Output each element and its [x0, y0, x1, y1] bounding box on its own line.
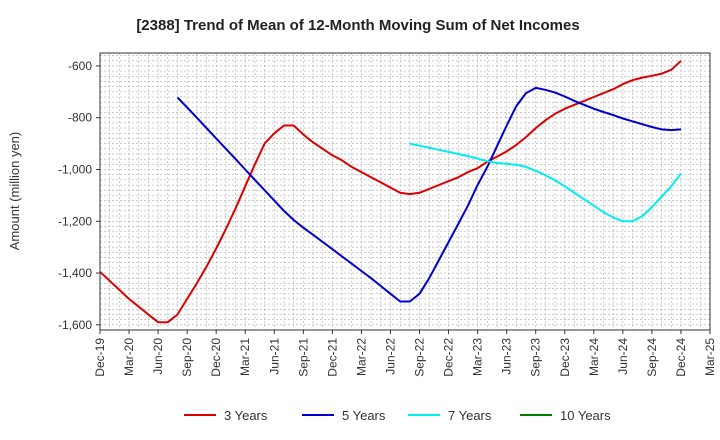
- x-tick-label: Sep-20: [180, 338, 194, 377]
- x-tick-label: Mar-25: [703, 338, 717, 376]
- x-tick-label: Jun-22: [383, 338, 397, 375]
- x-tick-label: Mar-21: [238, 338, 252, 376]
- x-tick-label: Jun-24: [616, 338, 630, 375]
- y-tick-label: -1,000: [58, 162, 92, 176]
- y-tick-label: -600: [68, 59, 92, 73]
- x-tick-label: Sep-23: [529, 338, 543, 377]
- series-group: [99, 60, 682, 324]
- y-tick-label: -1,200: [58, 214, 92, 228]
- x-tick-label: Dec-19: [93, 338, 107, 377]
- x-tick-label: Dec-21: [325, 338, 339, 377]
- plot-frame: [99, 52, 711, 331]
- x-tick-label: Sep-21: [296, 338, 310, 377]
- legend-label-7-years: 7 Years: [448, 408, 492, 423]
- series-line-5-years: [176, 86, 682, 303]
- series-line-7-years: [409, 142, 682, 223]
- x-tick-label: Sep-22: [413, 338, 427, 377]
- legend-label-10-years: 10 Years: [560, 408, 611, 423]
- x-tick-label: Mar-24: [587, 338, 601, 376]
- x-tick-label: Dec-20: [209, 338, 223, 377]
- series-line-3-years: [99, 60, 682, 324]
- x-tick-label: Jun-21: [267, 338, 281, 375]
- y-tick-label: -800: [68, 111, 92, 125]
- x-axis: Dec-19 Mar-20 Jun-20 Sep-20 Dec-20 Mar-21 Jun-…: [93, 330, 717, 377]
- x-tick-label: Jun-20: [151, 338, 165, 375]
- x-tick-label: Dec-23: [558, 338, 572, 377]
- x-tick-label: Mar-22: [354, 338, 368, 376]
- chart-title: [2388] Trend of Mean of 12-Month Moving …: [136, 17, 579, 34]
- legend-label-3-years: 3 Years: [224, 408, 268, 423]
- y-tick-label: -1,400: [58, 266, 92, 280]
- y-axis-label: Amount (million yen): [7, 132, 22, 251]
- y-tick-label: -1,600: [58, 318, 92, 332]
- legend-label-5-years: 5 Years: [342, 408, 386, 423]
- x-tick-label: Dec-22: [442, 338, 456, 377]
- x-tick-label: Dec-24: [674, 338, 688, 377]
- x-tick-label: Mar-23: [471, 338, 485, 376]
- x-tick-label: Sep-24: [645, 338, 659, 377]
- grid: [99, 53, 711, 330]
- y-axis: -600 -800 -1,000 -1,200 -1,400 -1,600: [58, 59, 100, 332]
- x-tick-label: Jun-23: [500, 338, 514, 375]
- x-tick-label: Mar-20: [122, 338, 136, 376]
- legend: 3 Years 5 Years 7 Years 10 Years: [184, 408, 611, 423]
